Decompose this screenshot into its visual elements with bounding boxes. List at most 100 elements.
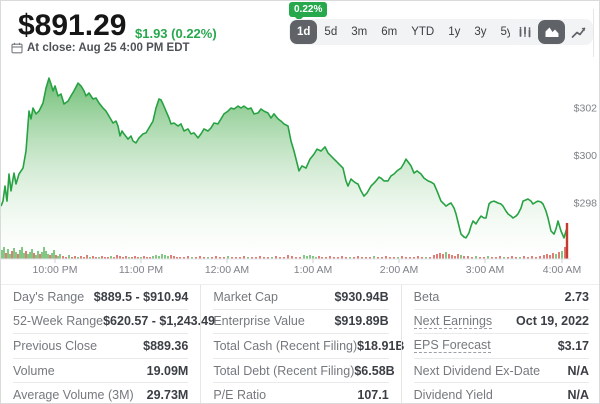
volume-bar — [318, 256, 320, 259]
price-area-chart[interactable]: 10:00 PM 11:00 PM 12:00 AM 1:00 AM 2:00 AM 3:… — [1, 71, 600, 279]
volume-bar — [231, 257, 233, 259]
volume-bar — [491, 257, 493, 259]
stat-value: Oct 19, 2022 — [516, 314, 589, 329]
volume-bar — [255, 257, 257, 259]
volume-bar — [515, 257, 517, 259]
volume-bar — [295, 257, 297, 259]
range-button-1y[interactable]: 1y — [441, 20, 467, 44]
volume-bar — [92, 256, 94, 259]
area-chart-icon[interactable] — [538, 20, 565, 44]
x-tick-label: 4:00 AM — [543, 264, 582, 276]
volume-bar — [125, 256, 127, 259]
volume-bar — [11, 251, 13, 259]
stat-value: $889.5 - $910.94 — [93, 289, 189, 304]
volume-bar — [134, 256, 136, 259]
volume-bar — [361, 257, 363, 259]
volume-bar — [555, 254, 557, 259]
stat-value: 107.1 — [357, 388, 389, 403]
volume-bar — [448, 254, 450, 259]
volume-bar — [421, 257, 423, 259]
line-chart-icon[interactable] — [565, 20, 592, 44]
volume-bar — [116, 255, 118, 259]
at-close-text: At close: Aug 25 4:00 PM EDT — [27, 42, 190, 54]
volume-bar — [5, 253, 7, 259]
volume-bar — [283, 257, 285, 259]
volume-bar — [405, 257, 407, 259]
current-price: $891.29 — [18, 9, 127, 42]
volume-bar — [552, 253, 554, 259]
volume-bar — [215, 256, 217, 259]
volume-bar — [199, 256, 201, 259]
volume-bar — [29, 252, 31, 259]
volume-bar — [349, 257, 351, 259]
y-tick-label: $298 — [574, 198, 598, 210]
volume-bar — [74, 256, 76, 259]
volume-bar — [68, 255, 70, 259]
panel-divider — [593, 9, 594, 57]
volume-bar — [203, 257, 205, 259]
stat-label[interactable]: Next Earnings — [413, 313, 493, 329]
volume-bar — [152, 256, 154, 259]
volume-bar — [279, 257, 281, 259]
chart-type-button-group — [510, 19, 593, 45]
volume-bar — [549, 255, 551, 259]
stat-label: Beta — [413, 289, 440, 304]
volume-bar — [291, 256, 293, 259]
volume-bar — [479, 257, 481, 259]
range-button-6m[interactable]: 6m — [374, 20, 404, 44]
volume-bar — [321, 257, 323, 259]
y-tick-label: $302 — [574, 103, 598, 115]
volume-bar — [219, 257, 221, 259]
range-button-5d[interactable]: 5d — [317, 20, 344, 44]
table-row: Previous Close $889.36 — [13, 334, 189, 359]
volume-bar — [397, 257, 399, 259]
stat-value: $3.17 — [557, 338, 589, 353]
range-button-3m[interactable]: 3m — [344, 20, 374, 44]
range-button-5y[interactable]: 5y — [494, 20, 520, 44]
volume-bar — [49, 255, 51, 259]
volume-bar — [143, 256, 145, 259]
volume-bar — [37, 251, 39, 259]
volume-bar — [146, 257, 148, 259]
volume-bar — [3, 247, 5, 259]
range-button-3y[interactable]: 3y — [467, 20, 493, 44]
volume-bar — [401, 256, 403, 259]
candlestick-chart-icon[interactable] — [511, 20, 538, 44]
range-button-ytd[interactable]: YTD — [404, 20, 441, 44]
volume-bar — [1, 250, 3, 259]
table-row: 52-Week Range $620.57 - $1,243.49 — [13, 310, 215, 335]
stat-value: $930.94B — [334, 289, 389, 304]
volume-bar — [15, 252, 17, 259]
volume-bar — [483, 257, 485, 259]
volume-bar — [173, 256, 175, 259]
volume-bar — [149, 257, 151, 259]
volume-bar — [59, 254, 61, 259]
at-close-line: At close: Aug 25 4:00 PM EDT — [11, 42, 190, 54]
volume-bar — [519, 257, 521, 259]
volume-bar — [53, 250, 55, 259]
x-tick-label: 3:00 AM — [466, 264, 505, 276]
x-tick-label: 11:00 PM — [119, 264, 163, 276]
table-row: Dividend Yield N/A — [414, 383, 589, 403]
table-row: Next Dividend Ex-Date N/A — [413, 359, 589, 384]
table-row: P/E Ratio 107.1 — [213, 383, 389, 403]
volume-bar — [409, 257, 411, 259]
stat-label[interactable]: EPS Forecast — [413, 338, 491, 354]
volume-bar — [235, 257, 237, 259]
x-tick-label: 1:00 AM — [294, 264, 333, 276]
x-tick-label: 12:00 AM — [205, 264, 249, 276]
volume-bar — [23, 253, 25, 259]
volume-bar — [389, 257, 391, 259]
calendar-icon — [11, 42, 23, 54]
stats-column-2: Market Cap $930.94B Enterprise Value $919.8… — [200, 285, 404, 403]
y-tick-label: $300 — [574, 150, 598, 162]
volume-bar — [191, 257, 193, 259]
stats-column-1: Day's Range $889.5 - $910.94 52-Week Range… — [1, 285, 215, 403]
range-button-1d[interactable]: 1d — [290, 20, 318, 44]
volume-bar — [507, 257, 509, 259]
volume-bar — [357, 256, 359, 259]
stat-value: $18.91B — [357, 338, 405, 353]
volume-bar — [539, 256, 541, 259]
change-percent-badge: 0.22% — [289, 2, 328, 21]
volume-bar — [454, 256, 456, 259]
